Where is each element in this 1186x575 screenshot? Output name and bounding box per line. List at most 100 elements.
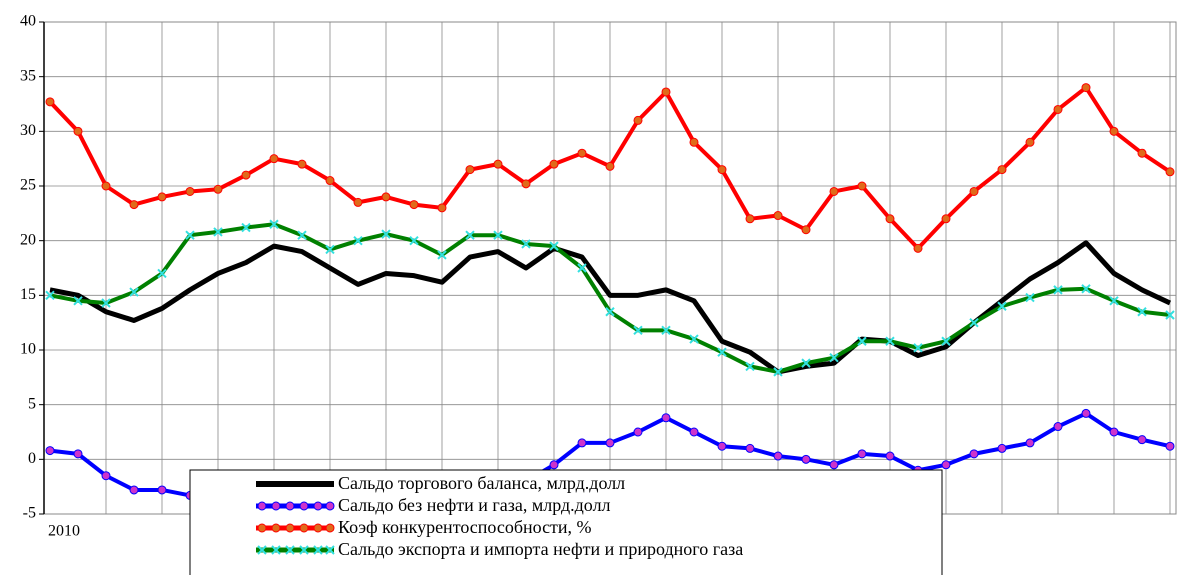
y-tick-label: 20 (20, 231, 36, 248)
marker (1137, 435, 1147, 445)
marker (521, 239, 531, 249)
y-tick-label: 10 (20, 341, 36, 358)
marker (437, 250, 447, 260)
y-tick-label: 30 (20, 122, 36, 139)
marker (885, 451, 895, 461)
marker (857, 181, 867, 191)
marker (1165, 167, 1175, 177)
marker (1081, 83, 1091, 93)
marker (73, 449, 83, 459)
marker (241, 222, 251, 233)
marker (773, 451, 783, 461)
legend-label: Сальдо торгового баланса, млрд.долл (338, 473, 625, 493)
legend-marker (313, 545, 323, 555)
marker (773, 211, 783, 221)
marker (857, 336, 867, 346)
marker (1081, 284, 1091, 294)
marker (101, 471, 111, 481)
marker (1081, 408, 1091, 418)
marker (801, 358, 811, 368)
marker (661, 87, 671, 97)
marker (689, 137, 699, 147)
marker (353, 197, 363, 207)
marker (689, 334, 699, 344)
marker (129, 287, 139, 297)
legend-marker (299, 501, 309, 511)
y-tick-label: 15 (20, 286, 36, 303)
marker (969, 317, 979, 328)
marker (1025, 292, 1035, 303)
marker (745, 214, 755, 224)
marker (45, 290, 55, 301)
marker (1165, 441, 1175, 451)
marker (829, 460, 839, 470)
marker (997, 301, 1007, 311)
legend-marker (271, 523, 281, 533)
marker (549, 241, 559, 251)
marker (185, 186, 195, 196)
marker (633, 115, 643, 125)
marker (269, 154, 279, 164)
marker (633, 325, 643, 336)
marker (689, 427, 699, 437)
marker (773, 367, 783, 377)
marker (521, 179, 531, 189)
legend-marker (325, 523, 335, 533)
y-tick-label: 40 (20, 13, 36, 30)
marker (577, 148, 587, 158)
legend-box (189, 469, 943, 575)
legend-marker (299, 523, 309, 533)
legend-label: Коэф конкурентоспособности, % (338, 517, 592, 537)
marker (1137, 307, 1147, 317)
y-tick-label: -5 (23, 505, 36, 522)
marker (1025, 137, 1035, 147)
marker (941, 460, 951, 470)
legend: Сальдо торгового баланса, млрд.долл Сальд… (189, 469, 943, 575)
marker (605, 438, 615, 448)
marker (829, 186, 839, 196)
legend-marker (285, 501, 295, 511)
marker (409, 200, 419, 210)
marker (605, 307, 615, 317)
y-tick-label: 5 (28, 395, 36, 412)
legend-marker (257, 501, 267, 511)
marker (829, 352, 839, 363)
marker (969, 186, 979, 196)
y-tick-label: 0 (28, 450, 36, 467)
marker (801, 225, 811, 235)
marker (969, 449, 979, 459)
marker (157, 485, 167, 495)
marker (73, 296, 83, 306)
marker (1053, 422, 1063, 432)
marker (101, 298, 111, 308)
marker (381, 229, 391, 239)
marker (661, 413, 671, 423)
marker (885, 336, 895, 346)
marker (661, 325, 671, 336)
marker (1053, 285, 1063, 295)
legend-label: Сальдо экспорта и импорта нефти и природ… (338, 539, 743, 559)
marker (717, 165, 727, 175)
legend-marker (257, 545, 267, 555)
y-tick-label: 35 (20, 67, 36, 84)
marker (577, 263, 587, 273)
legend-marker (271, 545, 281, 555)
legend-marker (325, 545, 335, 555)
marker (241, 170, 251, 180)
legend-marker (285, 545, 295, 555)
marker (325, 244, 335, 255)
marker (745, 361, 755, 372)
marker (45, 97, 55, 107)
marker (1053, 104, 1063, 114)
marker (801, 454, 811, 464)
marker (297, 159, 307, 169)
legend-marker (313, 523, 323, 533)
marker (941, 336, 951, 346)
marker (157, 192, 167, 202)
marker (213, 184, 223, 194)
marker (605, 161, 615, 171)
marker (297, 230, 307, 240)
marker (1109, 427, 1119, 437)
marker (717, 441, 727, 451)
